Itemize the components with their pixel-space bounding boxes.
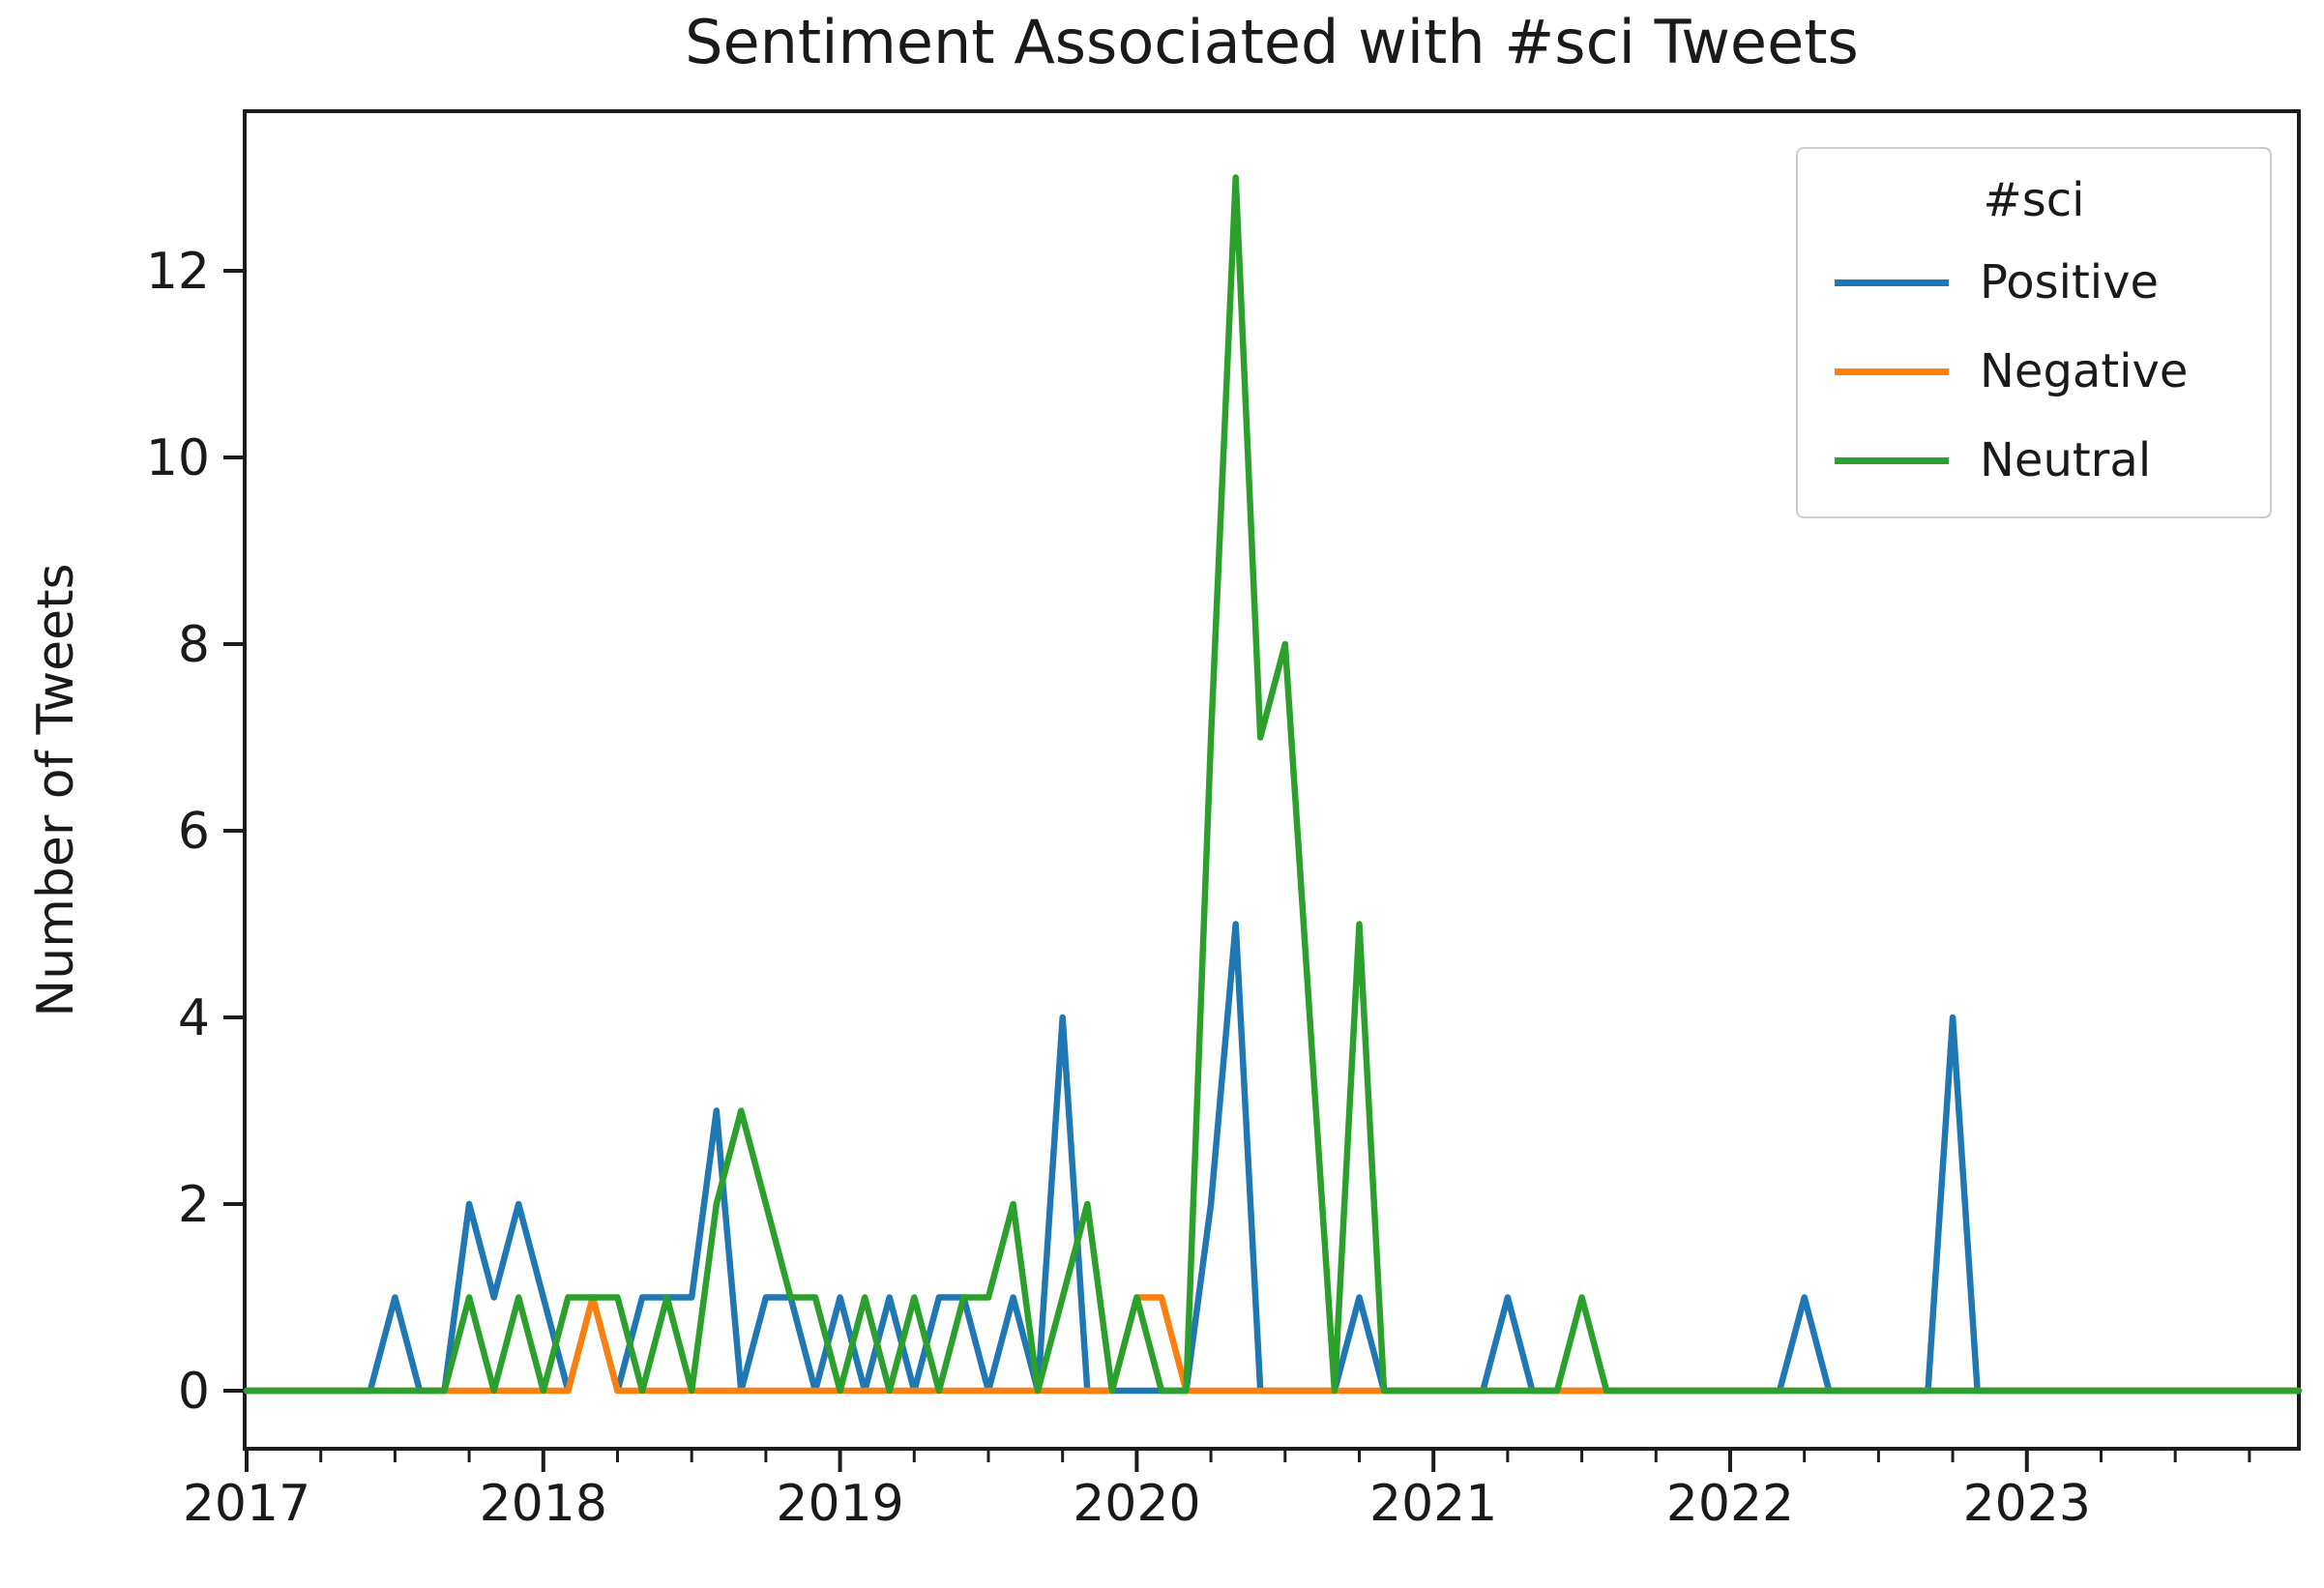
legend-label-positive: Positive <box>1980 255 2160 309</box>
legend-row-negative: Negative <box>1808 327 2260 416</box>
legend-title: #sci <box>1983 173 2085 227</box>
positive-line-swatch <box>1835 279 1949 286</box>
y-tick-label: 10 <box>146 429 210 487</box>
x-tick-label: 2017 <box>183 1475 310 1533</box>
legend-label-negative: Negative <box>1980 344 2189 398</box>
negative-line-swatch <box>1835 368 1949 375</box>
x-tick-label: 2022 <box>1666 1475 1794 1533</box>
neutral-line-swatch <box>1835 456 1949 464</box>
legend-row-neutral: Neutral <box>1808 416 2260 505</box>
x-tick-label: 2019 <box>776 1475 903 1533</box>
plot-border <box>243 109 2301 1451</box>
legend-label-neutral: Neutral <box>1980 433 2152 487</box>
y-tick-label: 8 <box>178 616 210 674</box>
series-line-neutral <box>243 174 2303 1395</box>
y-tick-label: 2 <box>178 1176 210 1234</box>
y-tick-label: 4 <box>178 989 210 1047</box>
series-line-positive <box>243 921 2303 1395</box>
y-tick-label: 0 <box>178 1363 210 1421</box>
x-tick-label: 2021 <box>1369 1475 1497 1533</box>
legend-row-positive: Positive <box>1808 238 2260 327</box>
chart-title: Sentiment Associated with #sci Tweets <box>685 7 1859 77</box>
x-tick-label: 2023 <box>1963 1475 2091 1533</box>
x-tick-label: 2020 <box>1073 1475 1200 1533</box>
y-tick-label: 6 <box>178 803 210 861</box>
legend: #sci Positive Negative Neutral <box>1796 147 2272 518</box>
y-tick-label: 12 <box>146 243 210 301</box>
x-tick-label: 2018 <box>480 1475 607 1533</box>
